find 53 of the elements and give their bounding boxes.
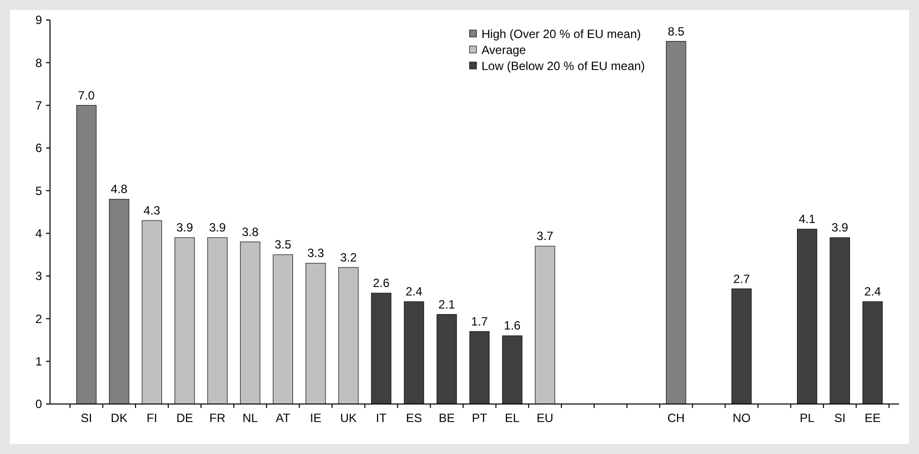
data-label: 2.4 — [864, 284, 882, 299]
data-label: 1.7 — [471, 314, 488, 328]
data-label: 3.8 — [242, 224, 259, 239]
x-tick-label: ES — [406, 411, 422, 425]
data-label: 2.6 — [372, 276, 390, 290]
x-tick-label: UK — [340, 411, 357, 425]
y-tick-label: 7 — [35, 98, 42, 113]
y-tick-label: 8 — [35, 56, 42, 70]
data-label: 7.0 — [78, 88, 96, 102]
data-label: 3.9 — [176, 220, 194, 235]
data-label: 3.2 — [340, 250, 358, 264]
y-tick-label: 3 — [35, 269, 42, 284]
y-tick-label: 9 — [35, 13, 42, 28]
data-label: 2.7 — [733, 272, 750, 286]
x-tick-label: SI — [834, 411, 846, 425]
x-tick-label: FI — [146, 411, 158, 425]
x-tick-label: BE — [438, 411, 455, 425]
data-label: 4.1 — [798, 212, 816, 226]
y-tick-label: 2 — [35, 312, 42, 326]
x-tick-label: EE — [864, 411, 881, 425]
data-label: 4.8 — [110, 182, 128, 196]
legend-label: High (Over 20 % of EU mean) — [482, 27, 641, 42]
y-tick-label: 4 — [35, 226, 42, 241]
x-tick-label: PL — [800, 411, 815, 425]
data-label: 4.3 — [144, 204, 161, 218]
data-label: 2.4 — [406, 284, 423, 299]
legend-label: Average — [482, 43, 526, 58]
y-tick-label: 6 — [35, 141, 42, 156]
x-tick-label: CH — [667, 411, 685, 425]
x-tick-label: IT — [376, 411, 388, 425]
y-tick-label: 5 — [35, 184, 42, 198]
data-label: 8.5 — [668, 24, 685, 38]
x-tick-label: SI — [80, 411, 92, 425]
data-label: 3.9 — [832, 220, 849, 235]
data-label: 1.6 — [504, 318, 521, 333]
data-label: 3.3 — [307, 246, 324, 260]
x-tick-label: EL — [504, 411, 520, 425]
x-tick-label: DK — [110, 411, 128, 425]
x-tick-label: DE — [176, 411, 193, 425]
x-tick-label: AT — [276, 411, 291, 425]
x-tick-label: NL — [242, 411, 258, 425]
y-tick-label: 1 — [35, 354, 42, 369]
data-label: 3.7 — [536, 229, 554, 244]
y-tick-label: 0 — [35, 397, 42, 412]
x-tick-label: EU — [536, 411, 554, 425]
legend-label: Low (Below 20 % of EU mean) — [482, 59, 645, 74]
x-tick-label: PT — [472, 411, 488, 425]
x-tick-label: IE — [310, 411, 322, 425]
data-label: 3.5 — [274, 238, 292, 252]
data-label: 3.9 — [209, 220, 226, 235]
x-tick-label: NO — [732, 411, 751, 425]
data-label: 2.1 — [438, 297, 456, 312]
x-tick-label: FR — [209, 411, 226, 425]
